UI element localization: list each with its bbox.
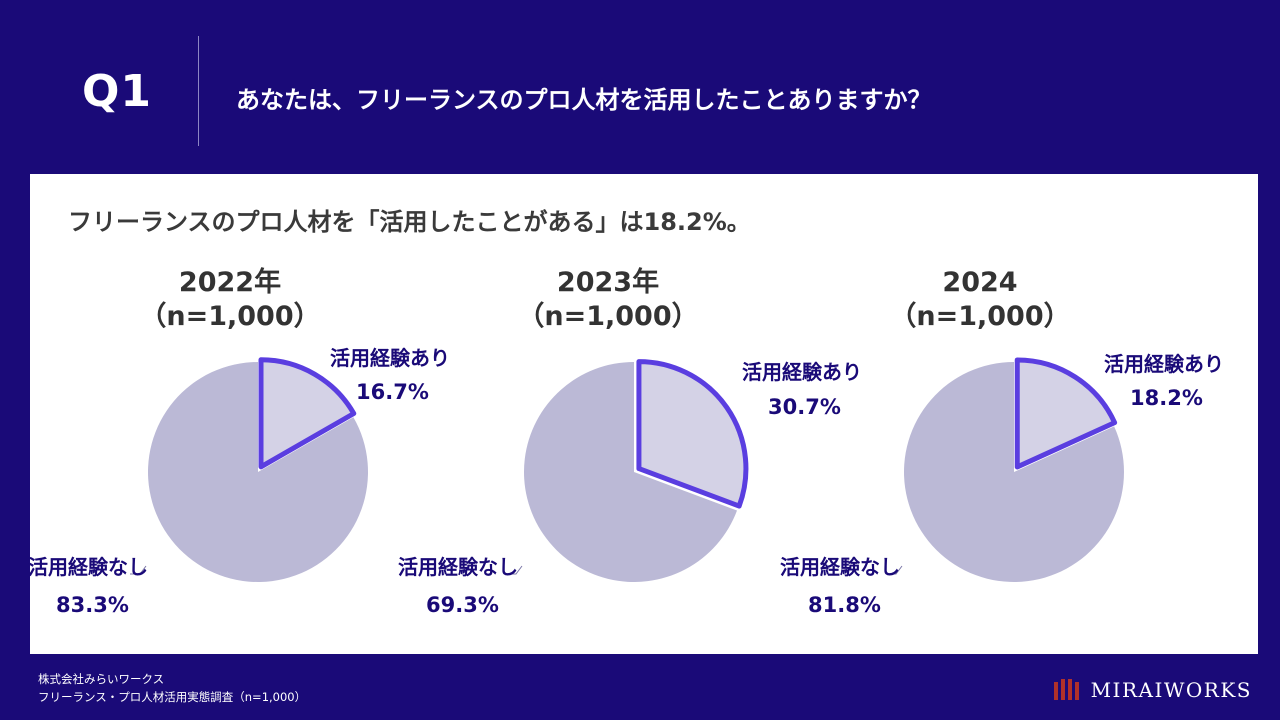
pie-slice-used — [258, 357, 357, 470]
pie-chart — [130, 357, 368, 582]
pie-slice-not-used — [524, 362, 738, 582]
year-label: 2022年 （n=1,000） — [100, 266, 360, 334]
value-used: 16.7% — [356, 380, 429, 404]
label-used: 活用経験あり — [1104, 352, 1224, 376]
year-label: 2023年 （n=1,000） — [478, 266, 738, 334]
year-text: 2024 — [942, 267, 1018, 298]
content-panel: フリーランスのプロ人材を「活用したことがある」は18.2%。 2022年 （n=… — [28, 174, 1258, 654]
pie-chart — [886, 357, 1124, 582]
value-not-used: 83.3% — [56, 593, 129, 617]
year-label: 2024 （n=1,000） — [850, 266, 1110, 334]
pie-slice-used — [636, 359, 749, 509]
sample-size: （n=1,000） — [517, 301, 699, 332]
leader-line — [506, 565, 523, 575]
label-used: 活用経験あり — [742, 360, 862, 384]
footer: 株式会社みらいワークス フリーランス・プロ人材活用実態調査（n=1,000） — [38, 670, 306, 706]
footer-company: 株式会社みらいワークス — [38, 672, 165, 686]
pie-slice-not-used — [904, 362, 1124, 582]
label-not-used: 活用経験なし — [398, 555, 518, 579]
label-not-used: 活用経験なし — [28, 555, 148, 579]
leader-line — [886, 565, 903, 575]
brand-logo: MIRAIWORKS — [1053, 676, 1252, 704]
pie-block-2024: 2024 （n=1,000） 活用経験あり 18.2% 活用経験なし 81.8% — [780, 266, 1224, 646]
sample-size: （n=1,000） — [889, 301, 1071, 332]
panel-headline: フリーランスのプロ人材を「活用したことがある」は18.2%。 — [68, 208, 751, 236]
label-used: 活用経験あり — [330, 346, 450, 370]
pie-slice-not-used — [148, 362, 368, 582]
year-text: 2022年 — [178, 267, 282, 298]
pie-chart — [506, 359, 749, 582]
year-text: 2023年 — [556, 267, 660, 298]
footer-survey: フリーランス・プロ人材活用実態調査（n=1,000） — [38, 690, 307, 704]
pie-block-2023: 2023年 （n=1,000） 活用経験あり 30.7% 活用経験なし 69.3… — [398, 266, 862, 646]
value-not-used: 69.3% — [426, 593, 499, 617]
question-label: Q1 — [82, 66, 153, 117]
logo-text: MIRAIWORKS — [1090, 678, 1252, 702]
label-not-used: 活用経験なし — [780, 555, 900, 579]
question-title: あなたは、フリーランスのプロ人材を活用したことありますか？ — [236, 86, 932, 114]
header-divider — [198, 36, 199, 146]
sample-size: （n=1,000） — [139, 301, 321, 332]
value-used: 18.2% — [1130, 386, 1203, 410]
value-used: 30.7% — [768, 395, 841, 419]
value-not-used: 81.8% — [808, 593, 881, 617]
leader-line — [130, 565, 147, 575]
pie-slice-used — [1014, 357, 1118, 470]
logo-mark-icon — [1053, 679, 1079, 700]
pie-block-2022: 2022年 （n=1,000） 活用経験あり 16.7% 活用経験なし 83.3… — [28, 266, 450, 646]
